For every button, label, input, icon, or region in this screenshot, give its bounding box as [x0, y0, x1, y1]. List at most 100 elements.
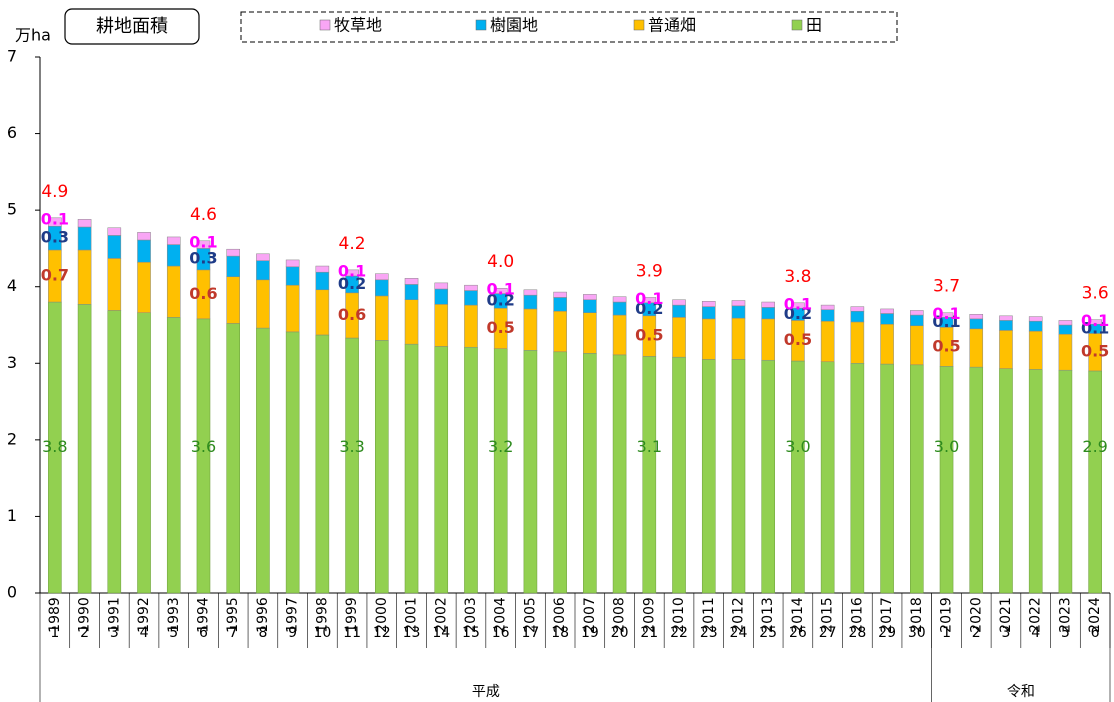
- bar-segment: [107, 258, 122, 311]
- data-label: 0.3: [189, 249, 217, 268]
- bar-segment: [523, 350, 538, 594]
- bar-segment: [553, 291, 567, 298]
- era-year-label: 11: [343, 625, 361, 641]
- bar-segment: [226, 248, 240, 257]
- bar-segment: [166, 317, 181, 594]
- bar-segment: [701, 318, 716, 360]
- era-year-label: 3: [1002, 625, 1011, 641]
- y-tick-label: 3: [7, 353, 17, 372]
- bar-segment: [701, 359, 716, 594]
- x-tick-label: 2022: [1028, 597, 1044, 633]
- data-label: 0.5: [932, 336, 960, 355]
- bar-segment: [910, 325, 924, 366]
- era-year-label: 30: [908, 625, 926, 641]
- bar-segment: [285, 331, 300, 594]
- x-tick-label: 1996: [255, 597, 271, 633]
- x-tick-label: 2019: [939, 597, 955, 633]
- data-label: 0.3: [41, 228, 69, 247]
- data-label: 3.0: [785, 437, 810, 456]
- data-label: 0.1: [487, 280, 515, 299]
- data-label: 0.1: [338, 261, 366, 280]
- bar-segment: [375, 340, 389, 594]
- bar-segment: [910, 310, 924, 316]
- era-year-label: 1: [50, 625, 59, 641]
- bar-segment: [226, 276, 240, 324]
- x-tick-label: 1995: [225, 597, 241, 633]
- bar-segment: [820, 361, 835, 594]
- data-label: 3.1: [637, 437, 662, 456]
- era-year-label: 1: [942, 625, 951, 641]
- bar-segment: [523, 308, 538, 351]
- bar-segment: [701, 306, 716, 320]
- bar-segment: [285, 259, 300, 268]
- bar-segment: [345, 337, 359, 594]
- bar-segment: [939, 366, 954, 594]
- era-year-label: 7: [229, 625, 238, 641]
- bar-segment: [850, 306, 865, 312]
- bar-segment: [137, 232, 151, 241]
- bar-segment: [910, 364, 924, 594]
- x-tick-label: 2023: [1057, 597, 1073, 633]
- bar-segment: [1028, 316, 1043, 322]
- bar-segment: [820, 320, 835, 363]
- data-label: 0.1: [932, 312, 960, 331]
- era-year-label: 18: [551, 625, 569, 641]
- bar-segment: [137, 239, 151, 263]
- bar-segment: [464, 346, 478, 594]
- x-tick-label: 2007: [582, 597, 598, 633]
- legend-label: 樹園地: [490, 16, 538, 35]
- bar-segment: [77, 249, 92, 305]
- bar-segment: [48, 217, 62, 227]
- x-tick-label: 2020: [968, 597, 984, 633]
- total-label: 4.2: [339, 234, 366, 254]
- bar-segment: [672, 304, 686, 318]
- bar-segment: [345, 269, 359, 277]
- data-label: 0.1: [635, 289, 663, 308]
- bar-segment: [434, 346, 449, 594]
- x-tick-label: 2006: [552, 597, 568, 633]
- data-label: 0.2: [635, 299, 663, 318]
- legend-swatch: [319, 19, 331, 31]
- bar-segment: [77, 304, 92, 594]
- bar-segment: [642, 297, 657, 304]
- x-tick-label: 2001: [404, 597, 420, 633]
- bar-segment: [464, 290, 478, 306]
- bar-segment: [1088, 370, 1102, 594]
- x-tick-label: 1999: [344, 597, 360, 633]
- bar-segment: [820, 309, 835, 322]
- data-label: 3.8: [42, 437, 67, 456]
- x-tick-label: 2012: [730, 597, 746, 633]
- bar-segment: [226, 255, 240, 278]
- bar-segment: [464, 284, 478, 291]
- era-year-label: 26: [789, 625, 807, 641]
- bar-segment: [1088, 319, 1102, 325]
- total-label: 3.6: [1082, 284, 1109, 304]
- era-year-label: 9: [288, 625, 297, 641]
- era-year-label: 3: [110, 625, 119, 641]
- bar-segment: [375, 295, 389, 341]
- bar-segment: [910, 314, 924, 327]
- data-label: 0.2: [487, 290, 515, 309]
- bar-segment: [77, 219, 92, 228]
- bar-segment: [999, 315, 1013, 321]
- y-tick-label: 6: [7, 123, 17, 142]
- data-label: 0.1: [932, 304, 960, 323]
- era-year-label: 6: [199, 625, 208, 641]
- bar-segment: [969, 314, 984, 320]
- y-tick-label: 4: [7, 276, 17, 295]
- bar-segment: [969, 328, 984, 368]
- bar-segment: [1058, 324, 1073, 335]
- bar-segment: [493, 348, 508, 594]
- x-tick-label: 2016: [849, 597, 865, 633]
- bar-segment: [315, 265, 330, 273]
- era-year-label: 27: [819, 625, 837, 641]
- x-tick-label: 2018: [909, 597, 925, 633]
- x-tick-label: 2024: [1087, 597, 1103, 633]
- data-label: 0.5: [784, 330, 812, 349]
- era-year-label: 8: [258, 625, 267, 641]
- bar-segment: [880, 313, 894, 325]
- total-label: 3.9: [636, 261, 663, 281]
- bar-segment: [375, 273, 389, 281]
- bar-segment: [315, 334, 330, 594]
- bar-segment: [137, 312, 151, 594]
